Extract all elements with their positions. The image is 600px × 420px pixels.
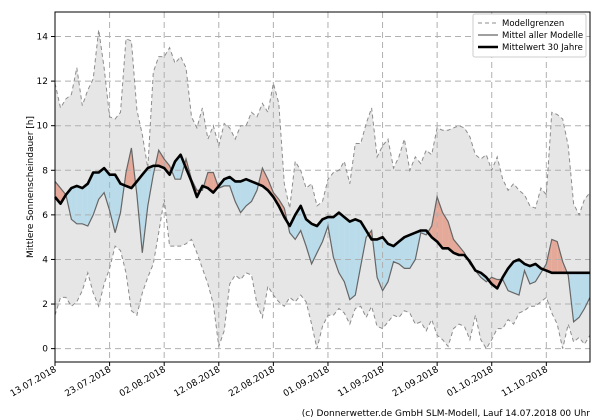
model-min-line [54, 199, 591, 350]
below-average-fill [246, 179, 252, 206]
above-average-fill [262, 168, 268, 191]
below-average-fill [513, 259, 520, 296]
y-tick-label: 12 [37, 77, 48, 87]
below-average-fill [349, 219, 356, 300]
below-average-fill [71, 185, 77, 224]
below-average-fill [322, 217, 328, 242]
plot-frame [54, 11, 591, 363]
legend: Modellgrenzen Mittel aller Modelle Mittelw… [472, 13, 587, 58]
y-tick-label: 4 [42, 255, 48, 265]
above-average-fill [125, 147, 132, 189]
y-axis-label: Mittlere Sonnenscheindauer [h] [26, 116, 36, 258]
below-average-fill [360, 221, 367, 267]
below-average-fill [115, 174, 121, 233]
x-tick-label: 23.07.2018 [63, 365, 113, 400]
below-average-fill [382, 237, 389, 291]
above-average-fill [442, 212, 449, 249]
below-average-fill [333, 212, 339, 273]
above-average-fill [158, 150, 165, 169]
legend-box [472, 13, 587, 58]
model-range-area [55, 29, 590, 349]
below-average-fill [311, 223, 318, 264]
below-average-fill [240, 179, 247, 213]
y-tick-label: 0 [42, 345, 48, 355]
below-average-fill [142, 168, 148, 253]
plot-area: 0 2 4 6 8 10 12 14 13.07.2018 23.07.2018 02.08.201… [9, 11, 591, 400]
legend-label: Mittel aller Modelle [502, 31, 583, 41]
above-average-fill [448, 221, 454, 253]
y-tick-label: 14 [37, 33, 49, 43]
below-average-fill [76, 185, 83, 224]
above-average-fill [551, 239, 558, 273]
below-average-fill [377, 237, 383, 291]
below-average-fill [235, 181, 241, 213]
below-average-fill [398, 237, 405, 269]
below-average-fill [573, 272, 580, 322]
below-average-fill [524, 263, 530, 284]
model-max-line [54, 29, 591, 217]
x-tick-label: 01.10.2018 [446, 365, 496, 400]
below-average-fill [579, 272, 585, 318]
x-tick-label: 22.08.2018 [227, 365, 277, 400]
x-tick-label: 01.09.2018 [282, 365, 332, 400]
legend-label: Modellgrenzen [502, 19, 564, 29]
y-tick-label: 6 [42, 211, 48, 221]
legend-label: Mittelwert 30 Jahre [502, 43, 583, 53]
y-tick-label: 8 [42, 166, 48, 176]
above-average-fill [453, 239, 459, 255]
below-average-fill [409, 232, 416, 269]
above-average-fill [431, 197, 438, 242]
below-average-fill [82, 183, 88, 227]
below-average-fill [404, 234, 410, 269]
below-average-fill [109, 174, 116, 233]
below-average-fill [98, 168, 105, 200]
below-average-fill [502, 268, 509, 291]
y-tick-label: 10 [37, 122, 49, 132]
below-average-fill [344, 217, 350, 300]
y-tick-label: 2 [42, 300, 48, 310]
below-average-fill [393, 241, 399, 264]
below-average-fill [355, 219, 361, 296]
climate-mean-line [53, 153, 590, 290]
below-average-fill [289, 214, 296, 240]
below-average-fill [180, 154, 185, 180]
x-tick-label: 12.08.2018 [173, 365, 223, 400]
below-average-fill [338, 212, 345, 282]
below-average-fill [529, 263, 536, 284]
below-average-fill [87, 172, 94, 227]
above-average-fill [557, 241, 563, 273]
x-tick-label: 21.09.2018 [391, 365, 441, 400]
below-average-fill [388, 243, 394, 282]
below-average-fill [229, 176, 236, 202]
footer-credit: (c) Donnerwetter.de GmbH SLM-Modell, Lau… [302, 409, 591, 419]
above-average-fill [164, 159, 170, 175]
x-tick-label: 11.09.2018 [336, 365, 386, 400]
below-average-fill [104, 168, 110, 211]
x-tick-label: 13.07.2018 [9, 365, 59, 400]
x-tick-label: 02.08.2018 [118, 365, 168, 400]
below-average-fill [508, 261, 514, 293]
x-tick-label: 11.10.2018 [500, 365, 550, 400]
below-average-fill [306, 219, 312, 264]
below-average-fill [251, 181, 257, 202]
below-average-fill [93, 172, 99, 215]
